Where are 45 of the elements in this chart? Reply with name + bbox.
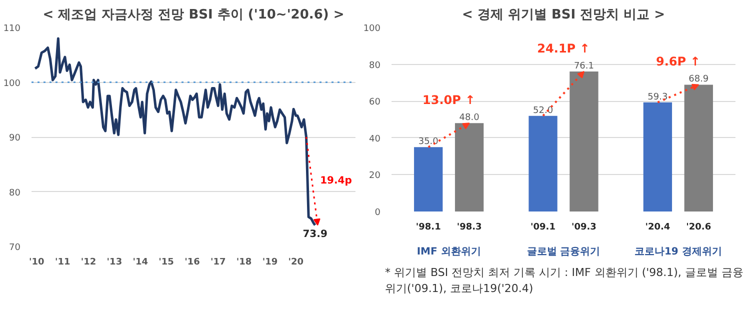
data-label: 52.0 <box>533 106 554 116</box>
x-tick-label: '12 <box>80 258 96 268</box>
x-tick-label: '20.6 <box>686 222 712 232</box>
data-label: 68.9 <box>688 74 709 85</box>
y-tick-label: 0 <box>374 208 381 218</box>
data-label: 35.0 <box>418 137 439 148</box>
x-tick-label: '10 <box>29 258 44 268</box>
y-tick-label: 40 <box>369 134 381 144</box>
text: IMF 외환위기 <box>416 246 481 258</box>
y-tick-label: 60 <box>369 98 381 108</box>
y-tick-label: 100 <box>363 24 381 34</box>
x-tick-label: '09.1 <box>530 222 556 232</box>
y-tick-label: 80 <box>369 60 381 71</box>
text: 코로나19 경제위기 <box>634 246 722 258</box>
x-tick-label: '19 <box>262 258 278 268</box>
text: 글로벌 금융위기 <box>526 246 600 258</box>
x-tick-label: '14 <box>132 258 148 268</box>
x-tick-label: '17 <box>210 258 226 268</box>
x-tick-label: '15 <box>158 258 174 268</box>
y-tick-label: 90 <box>9 134 21 144</box>
x-tick-label: '18 <box>236 258 252 268</box>
x-tick-label: '13 <box>106 258 122 268</box>
annotation: 13.0P ↑ <box>422 93 476 108</box>
data-label: 76.1 <box>574 61 594 72</box>
data-label: 48.0 <box>459 113 480 124</box>
annotation: 24.1P ↑ <box>537 41 590 56</box>
x-tick-label: '98.3 <box>456 222 482 232</box>
chart-title: < 경제 위기별 BSI 전망치 비교 > <box>462 8 666 22</box>
y-tick-label: 80 <box>9 188 21 198</box>
chart-title: < 제조업 자금사정 전망 BSI 추이 ('10~'20.6) > <box>42 8 344 22</box>
y-tick-label: 100 <box>3 78 21 89</box>
x-tick-label: '98.1 <box>416 222 441 232</box>
data-label: 59.3 <box>648 92 668 102</box>
x-tick-label: '09.3 <box>571 222 596 232</box>
x-tick-label: '11 <box>54 258 70 268</box>
y-tick-label: 70 <box>9 243 21 253</box>
y-tick-label: 20 <box>369 171 381 182</box>
x-tick-label: '16 <box>184 258 200 268</box>
x-tick-label: '20 <box>288 258 304 268</box>
text: * 위기별 BSI 전망치 최저 기록 시기 : IMF 외환위기 ('98.1), 글로벌 금융위기('09.1), 코로나19('20.4) <box>385 265 744 296</box>
y-tick-label: 110 <box>3 24 21 34</box>
annotation: 73.9 <box>302 229 328 240</box>
annotation: 19.4p <box>320 176 352 187</box>
annotation: 9.6P ↑ <box>656 54 700 69</box>
x-tick-label: '20.4 <box>645 222 670 232</box>
